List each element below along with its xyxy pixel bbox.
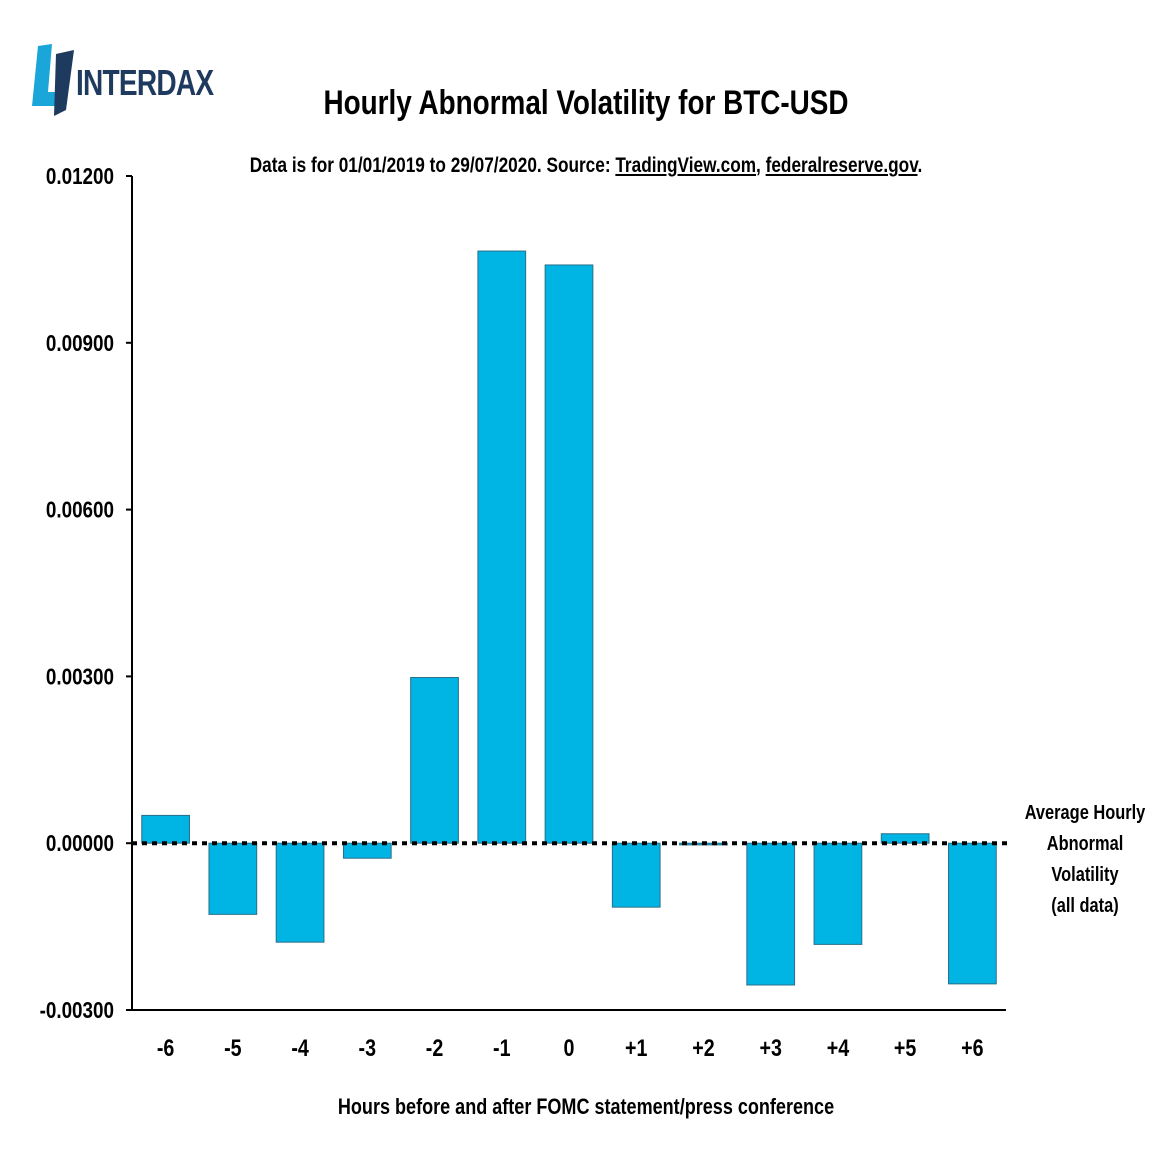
x-tick-label: -3 [359, 1034, 377, 1061]
x-tick-label: +1 [625, 1034, 647, 1061]
bar [275, 842, 325, 943]
chart-subtitle: Data is for 01/01/2019 to 29/07/2020. So… [105, 154, 1066, 178]
brand-name: INTERDAX [76, 62, 214, 103]
x-tick-label: +6 [961, 1034, 983, 1061]
source-link-federalreserve[interactable]: federalreserve.gov [765, 154, 918, 177]
bar [342, 842, 392, 859]
chart-title: Hourly Abnormal Volatility for BTC-USD [323, 84, 849, 122]
x-tick-label: +2 [692, 1034, 714, 1061]
x-tick-label: +4 [827, 1034, 850, 1061]
bar [410, 677, 459, 844]
x-tick-label: -2 [426, 1034, 444, 1061]
y-tick-label: 0.00600 [46, 498, 114, 523]
x-axis-label: Hours before and after FOMC statement/pr… [337, 1094, 835, 1119]
y-tick-label: 0.00000 [46, 832, 114, 857]
bar [477, 250, 527, 844]
bar [948, 842, 997, 985]
subtitle-separator: , [756, 154, 766, 177]
bar [813, 842, 863, 945]
reference-line-label: Average Hourly Abnormal Volatility (all … [1024, 798, 1147, 922]
x-tick-label: -4 [291, 1034, 309, 1061]
x-tick-label: -6 [157, 1034, 175, 1061]
reference-label-line-2: Abnormal Volatility [1046, 833, 1124, 886]
x-tick-label: +5 [894, 1034, 916, 1061]
y-tick-label: 0.00300 [46, 665, 114, 690]
reference-label-line-1: Average Hourly [1024, 802, 1146, 824]
bar [611, 842, 661, 908]
bar [208, 842, 258, 915]
subtitle-prefix: Data is for 01/01/2019 to 29/07/2020. So… [249, 154, 616, 177]
y-tick-label: 0.01200 [46, 164, 114, 189]
subtitle-suffix: . [917, 154, 923, 177]
x-tick-label: +3 [759, 1034, 781, 1061]
bar [141, 814, 190, 844]
bar [544, 264, 594, 844]
source-link-tradingview[interactable]: TradingView.com [615, 154, 757, 177]
bar [746, 842, 796, 986]
x-tick-label: -5 [224, 1034, 242, 1061]
x-tick-label: 0 [564, 1034, 575, 1061]
y-tick-label: 0.00900 [46, 331, 114, 356]
interdax-logo [30, 40, 230, 120]
interdax-logo-mark [32, 44, 74, 116]
x-tick-label: -1 [493, 1034, 511, 1061]
reference-label-line-3: (all data) [1051, 895, 1119, 917]
y-tick-label: -0.00300 [40, 998, 114, 1023]
